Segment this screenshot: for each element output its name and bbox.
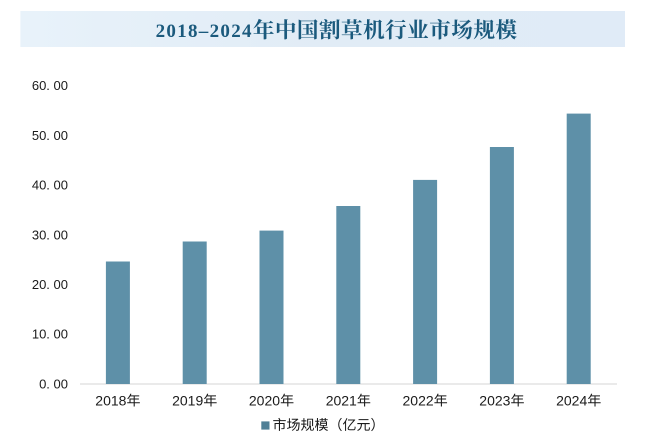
- svg-text:10. 00: 10. 00: [32, 327, 68, 342]
- svg-text:2024: 2024: [556, 392, 587, 408]
- svg-text:30. 00: 30. 00: [32, 227, 68, 242]
- svg-text:2019: 2019: [172, 392, 203, 408]
- svg-text:2018–2024: 2018–2024: [156, 21, 253, 42]
- svg-text:60. 00: 60. 00: [32, 78, 68, 93]
- svg-text:50. 00: 50. 00: [32, 128, 68, 143]
- svg-text:2020: 2020: [249, 392, 280, 408]
- svg-text:2021: 2021: [326, 392, 357, 408]
- svg-text:2023: 2023: [479, 392, 510, 408]
- svg-text:40. 00: 40. 00: [32, 178, 68, 193]
- svg-text:20. 00: 20. 00: [32, 277, 68, 292]
- svg-text:2022: 2022: [403, 392, 434, 408]
- svg-text:0. 00: 0. 00: [39, 376, 68, 391]
- svg-text:2018: 2018: [95, 392, 126, 408]
